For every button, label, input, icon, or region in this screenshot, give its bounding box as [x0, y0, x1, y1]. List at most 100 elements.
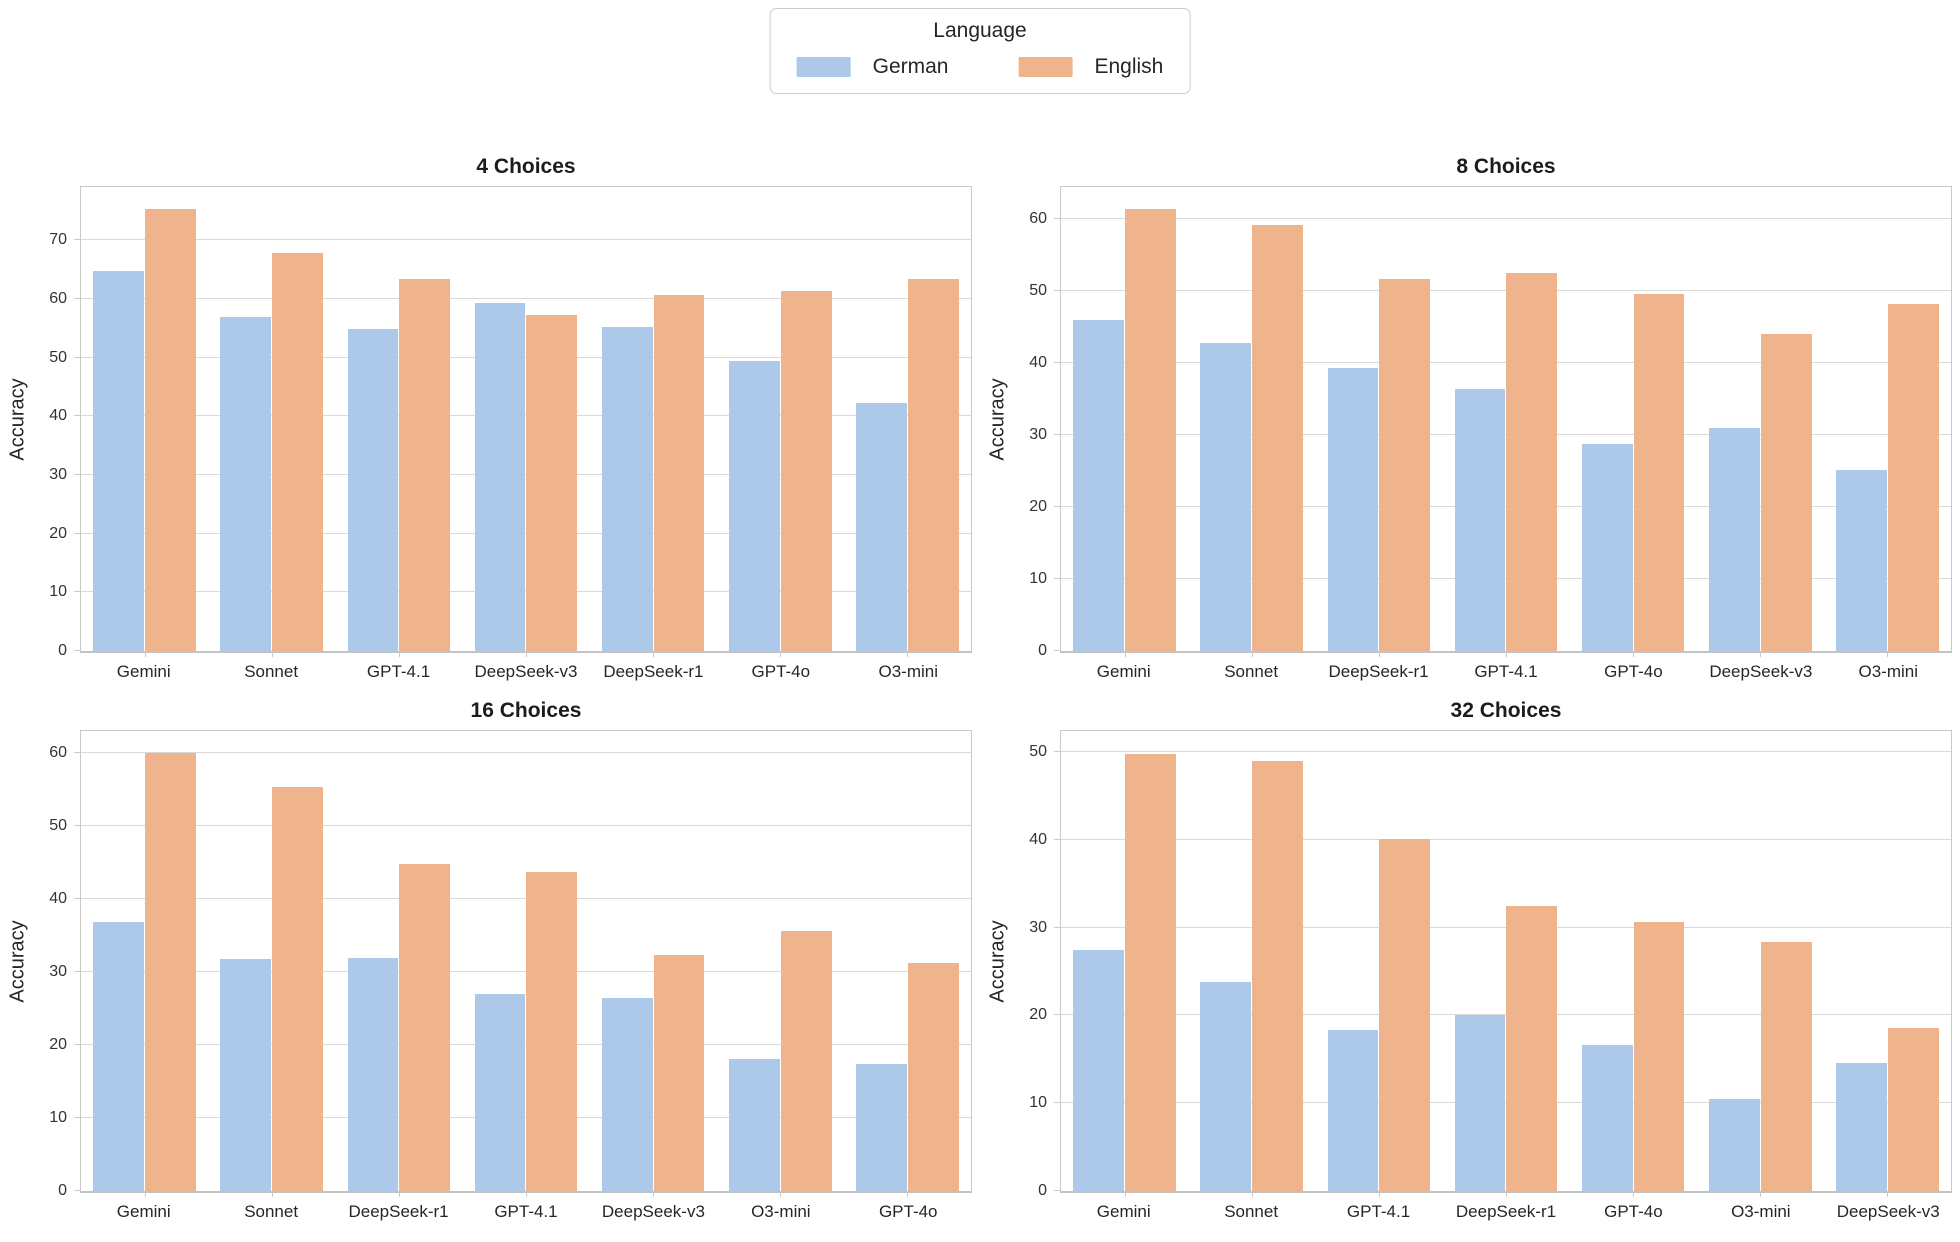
y-tick-label: 50 — [49, 817, 67, 835]
bar-english-gemini — [1125, 209, 1176, 651]
x-tick-mark — [1887, 651, 1889, 657]
plot-area: Accuracy 0 10 20 30 40 50 60 70 — [7, 186, 972, 659]
bar-english-gpt-4.1 — [1506, 272, 1558, 651]
y-axis-label: Accuracy — [6, 377, 29, 461]
x-tick-label-gemini: Gemini — [116, 1202, 171, 1222]
gridline — [81, 1044, 971, 1046]
x-tick-mark — [653, 1191, 655, 1198]
y-axis-label: Accuracy — [986, 920, 1009, 1003]
gridline — [1061, 1102, 1951, 1104]
bar-english-o3-mini — [1887, 304, 1939, 651]
y-tick-mark — [74, 415, 81, 417]
bar-english-deepseek-v3 — [1760, 333, 1812, 651]
panel-4-choices: 4 Choices Accuracy 0 10 20 30 40 50 60 70 Gemin… — [0, 118, 980, 682]
bar-german-gpt-4.1 — [347, 328, 399, 651]
bar-german-sonnet — [1200, 343, 1252, 651]
panel-16-choices: 16 Choices Accuracy 0 10 20 30 40 50 60 Gemini… — [0, 682, 980, 1222]
x-tick-mark — [1378, 1191, 1380, 1198]
x-axis-labels: Gemini Sonnet GPT-4.1 DeepSeek-v3 DeepSeek-r… — [80, 662, 972, 682]
y-tick-label: 50 — [49, 348, 67, 366]
x-axis-labels: Gemini Sonnet DeepSeek-r1 GPT-4.1 GPT-4o Deep… — [1060, 662, 1952, 682]
gridline — [81, 532, 971, 534]
x-tick-mark — [1760, 651, 1762, 657]
y-tick-mark — [74, 752, 81, 754]
bar-german-sonnet — [1200, 982, 1252, 1192]
y-tick-mark — [74, 298, 81, 300]
legend-label: English — [1094, 55, 1164, 78]
bar-group-sonnet — [208, 187, 335, 651]
gridline — [1061, 361, 1951, 363]
bar-english-deepseek-v3 — [526, 315, 578, 651]
bar-english-gpt-4.1 — [1379, 838, 1431, 1192]
x-tick-label-gpt-4o: GPT-4o — [1604, 662, 1663, 681]
gridline — [81, 1117, 971, 1119]
gridline — [1061, 217, 1951, 219]
x-axis-labels: Gemini Sonnet DeepSeek-r1 GPT-4.1 DeepSeek-v… — [80, 1202, 972, 1222]
y-tick-mark — [1054, 750, 1061, 752]
bar-group-gpt-4o — [844, 731, 971, 1192]
bar-german-gemini — [93, 921, 145, 1192]
x-tick-label-sonnet: Sonnet — [244, 1202, 299, 1222]
bar-german-gemini — [1073, 319, 1125, 651]
plot-area: Accuracy 0 10 20 30 40 50 — [987, 730, 1952, 1199]
bars-layer — [1061, 731, 1951, 1192]
gridline — [1061, 289, 1951, 291]
bar-german-deepseek-v3 — [1836, 1062, 1887, 1192]
y-tick-mark — [1054, 361, 1061, 363]
bar-english-o3-mini — [1760, 941, 1812, 1192]
x-tick-label-deepseek-r1: DeepSeek-r1 — [1455, 1202, 1557, 1222]
bar-german-deepseek-v3 — [474, 302, 526, 651]
x-tick-label-gpt-4o: GPT-4o — [878, 1202, 938, 1222]
x-tick-label-deepseek-v3: DeepSeek-v3 — [601, 1202, 705, 1222]
y-tick-label: 40 — [49, 890, 67, 908]
x-tick-mark — [907, 1191, 909, 1198]
bar-german-sonnet — [220, 317, 272, 651]
y-tick-mark — [1054, 1190, 1061, 1192]
bar-english-gemini — [145, 753, 196, 1192]
x-tick-mark — [1124, 1191, 1126, 1198]
y-tick-mark — [1054, 926, 1061, 928]
x-tick-mark — [144, 1191, 146, 1198]
gridline — [81, 474, 971, 476]
x-tick-label-o3-mini: O3-mini — [1731, 1202, 1791, 1222]
x-tick-mark — [1506, 651, 1507, 657]
bar-german-gpt-4o — [856, 1064, 907, 1192]
bars-layer — [1061, 187, 1951, 651]
bar-group-gpt-4.1 — [1315, 731, 1442, 1192]
bar-english-sonnet — [272, 786, 324, 1192]
legend-item-english: English — [1018, 55, 1163, 79]
x-tick-mark — [780, 1191, 782, 1198]
x-tick-label-gpt-4.1: GPT-4.1 — [1474, 662, 1538, 681]
y-tick-label: 50 — [1029, 281, 1047, 299]
bar-group-deepseek-r1 — [335, 731, 462, 1192]
y-tick-label: 30 — [49, 963, 67, 981]
y-tick-mark — [1054, 577, 1061, 579]
bar-english-gpt-4.1 — [399, 279, 451, 651]
y-axis-label: Accuracy — [6, 920, 29, 1003]
gridline — [81, 298, 971, 300]
y-tick-label: 20 — [49, 524, 67, 542]
bar-german-o3-mini — [1708, 1099, 1760, 1192]
x-tick-label-deepseek-r1: DeepSeek-r1 — [603, 662, 704, 681]
x-tick-label-o3-mini: O3-mini — [1858, 662, 1918, 681]
y-tick-label: 60 — [49, 744, 67, 762]
panel-title: 16 Choices — [470, 699, 582, 723]
gridline — [1061, 926, 1951, 928]
x-tick-mark — [526, 1191, 527, 1198]
y-tick-mark — [1054, 433, 1061, 435]
x-tick-mark — [271, 1191, 273, 1198]
bar-group-o3-mini — [844, 187, 971, 651]
bar-german-gpt-4.1 — [1454, 389, 1506, 651]
bar-english-o3-mini — [780, 930, 832, 1192]
bar-english-sonnet — [1252, 225, 1304, 651]
y-axis-label: Accuracy — [986, 377, 1009, 461]
x-tick-label-gemini: Gemini — [1096, 1202, 1151, 1222]
bar-group-deepseek-r1 — [1315, 187, 1442, 651]
x-tick-mark — [1633, 651, 1635, 657]
x-tick-label-sonnet: Sonnet — [244, 662, 299, 681]
x-tick-mark — [1251, 1191, 1253, 1198]
bar-german-gemini — [1073, 949, 1125, 1192]
x-tick-mark — [398, 651, 400, 657]
bar-english-sonnet — [1252, 761, 1304, 1192]
y-axis-label-wrap: Accuracy — [5, 187, 31, 651]
